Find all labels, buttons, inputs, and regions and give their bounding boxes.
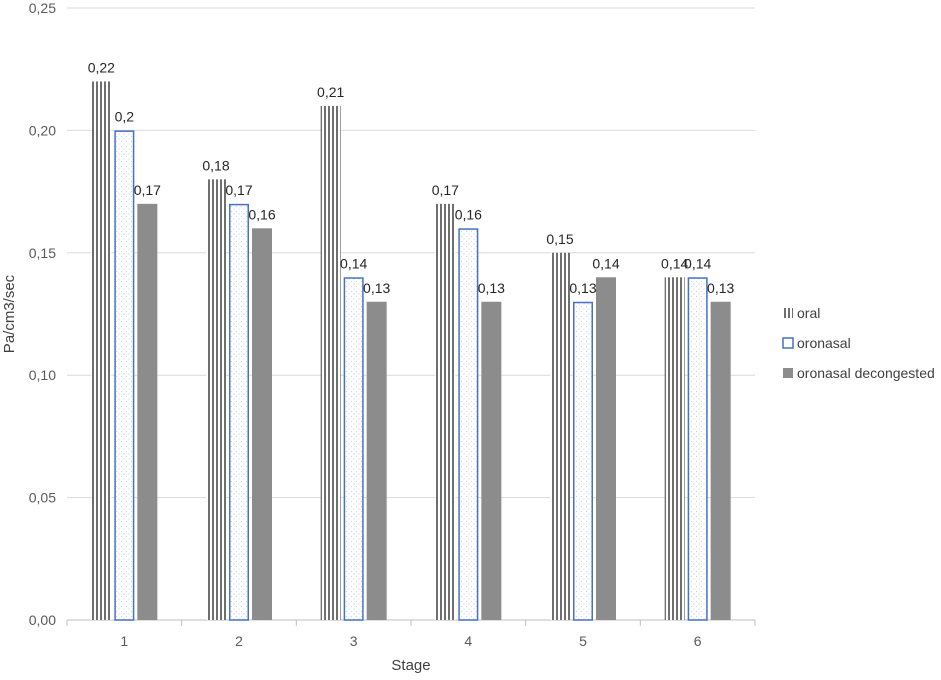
data-label: 0,14 [661, 255, 688, 271]
legend-label: oronasal [797, 335, 851, 351]
data-labels-group: 0,22 0,18 0,21 0,17 0,15 0,14 0,2 0,17 0,14 0,16 0… [88, 59, 735, 295]
data-label: 0,16 [455, 206, 482, 222]
y-axis: 0,00 0,05 0,10 0,15 0,20 0,25 [29, 0, 56, 628]
bar-oronasal-decongested [252, 228, 272, 620]
bar-oronasal [458, 228, 479, 621]
bar-oral [664, 277, 685, 620]
x-tick-label: 5 [579, 633, 587, 649]
data-label: 0,17 [432, 182, 459, 198]
y-tick-label: 0,05 [29, 490, 56, 506]
data-label: 0,14 [340, 255, 367, 271]
data-label: 0,14 [592, 255, 619, 271]
bar-oronasal-decongested [710, 301, 731, 620]
bar-oronasal-decongested [481, 301, 502, 620]
legend-swatch [783, 308, 793, 318]
bar-oronasal-decongested [596, 277, 616, 620]
bar-oronasal [229, 203, 249, 621]
y-tick-label: 0,20 [29, 122, 56, 138]
legend-label: oral [797, 305, 820, 321]
x-tick-label: 6 [694, 633, 702, 649]
data-label: 0,14 [684, 255, 711, 271]
data-label: 0,16 [248, 206, 275, 222]
bars-group [91, 81, 731, 621]
data-label: 0,21 [317, 84, 344, 100]
legend-swatch [782, 337, 794, 349]
data-label: 0,17 [134, 182, 161, 198]
bar-oral [91, 81, 112, 620]
x-tick-label: 4 [464, 633, 472, 649]
x-axis-title: Stage [391, 657, 430, 674]
legend-swatch [783, 368, 793, 378]
bar-oral [435, 203, 456, 620]
bar-oronasal [687, 277, 708, 621]
data-label: 0,13 [363, 280, 390, 296]
x-tick-label: 3 [350, 633, 358, 649]
data-label: 0,22 [88, 59, 115, 75]
data-label: 0,13 [707, 280, 734, 296]
y-tick-label: 0,25 [29, 0, 56, 16]
y-tick-label: 0,15 [29, 245, 56, 261]
bar-oronasal-decongested [366, 301, 387, 620]
y-tick-label: 0,10 [29, 367, 56, 383]
data-label: 0,2 [115, 108, 135, 124]
data-label: 0,13 [478, 280, 505, 296]
bar-oral [320, 105, 341, 621]
legend-label: oronasal decongested [797, 365, 935, 381]
bar-oronasal-decongested [137, 203, 158, 620]
x-axis: 1 2 3 4 5 6 [66, 620, 756, 649]
gridlines [67, 7, 755, 621]
bar-oronasal [343, 277, 364, 621]
data-label: 0,17 [225, 182, 252, 198]
y-tick-label: 0,00 [29, 612, 56, 628]
bar-oronasal [573, 301, 593, 621]
legend: oral oronasal oronasal decongested [782, 305, 935, 381]
x-tick-label: 2 [235, 633, 243, 649]
bar-oral [206, 179, 226, 621]
y-axis-title: Pa/cm3/sec [1, 274, 18, 353]
x-tick-label: 1 [120, 633, 128, 649]
data-label: 0,18 [202, 157, 229, 173]
bar-oral [550, 252, 570, 621]
data-label: 0,13 [569, 280, 596, 296]
data-label: 0,15 [546, 231, 573, 247]
bar-oronasal [114, 130, 135, 621]
